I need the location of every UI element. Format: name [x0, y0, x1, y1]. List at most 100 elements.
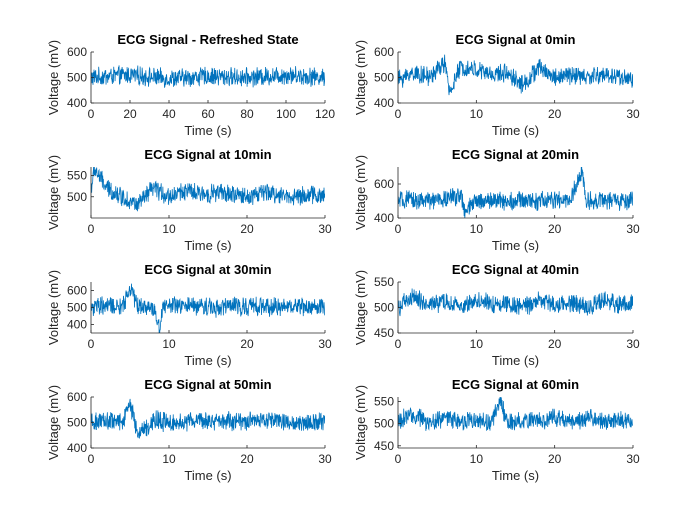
- x-tick-label: 120: [315, 107, 335, 121]
- y-axis-label: Voltage (mV): [353, 385, 368, 460]
- x-tick-label: 10: [470, 337, 484, 351]
- y-axis-label: Voltage (mV): [46, 155, 61, 230]
- y-tick-label: 500: [374, 301, 394, 315]
- y-axis-label: Voltage (mV): [46, 40, 61, 115]
- y-tick-label: 600: [67, 390, 87, 404]
- x-tick-label: 10: [470, 452, 484, 466]
- y-tick-label: 500: [67, 416, 87, 430]
- x-tick-label: 20: [548, 337, 562, 351]
- y-tick-label: 600: [67, 45, 87, 59]
- y-tick-label: 400: [67, 318, 87, 332]
- y-tick-label: 500: [374, 417, 394, 431]
- x-axis-label: Time (s): [492, 123, 539, 138]
- x-axis-label: Time (s): [492, 353, 539, 368]
- subplot-2: 0 10 20 30 400 500 600 ECG Signal at 0min Time (…: [353, 32, 640, 138]
- y-tick-label: 600: [374, 45, 394, 59]
- x-tick-label: 20: [123, 107, 137, 121]
- x-tick-label: 10: [470, 107, 484, 121]
- x-tick-label: 40: [162, 107, 176, 121]
- chart-title: ECG Signal - Refreshed State: [117, 32, 298, 47]
- x-tick-label: 20: [548, 107, 562, 121]
- y-tick-label: 600: [67, 284, 87, 298]
- x-tick-label: 30: [626, 107, 640, 121]
- x-tick-label: 60: [201, 107, 215, 121]
- x-tick-label: 30: [318, 452, 332, 466]
- y-tick-label: 450: [374, 439, 394, 453]
- ecg-trace: [91, 398, 325, 439]
- y-axis-label: Voltage (mV): [353, 155, 368, 230]
- y-tick-label: 550: [374, 394, 394, 408]
- chart-title: ECG Signal at 0min: [456, 32, 576, 47]
- x-tick-label: 10: [162, 452, 176, 466]
- x-axis-label: Time (s): [184, 238, 231, 253]
- x-axis-label: Time (s): [492, 468, 539, 483]
- x-axis-label: Time (s): [492, 238, 539, 253]
- x-tick-label: 10: [162, 222, 176, 236]
- chart-title: ECG Signal at 20min: [452, 147, 579, 162]
- x-tick-label: 30: [626, 337, 640, 351]
- x-axis-label: Time (s): [184, 468, 231, 483]
- x-tick-label: 20: [240, 452, 254, 466]
- y-tick-label: 450: [374, 326, 394, 340]
- x-tick-label: 30: [318, 222, 332, 236]
- x-tick-label: 0: [88, 107, 95, 121]
- chart-title: ECG Signal at 40min: [452, 262, 579, 277]
- ecg-trace: [398, 397, 633, 431]
- y-tick-label: 550: [67, 169, 87, 183]
- y-tick-label: 500: [374, 71, 394, 85]
- x-tick-label: 10: [470, 222, 484, 236]
- chart-title: ECG Signal at 30min: [144, 262, 271, 277]
- x-tick-label: 30: [626, 452, 640, 466]
- chart-title: ECG Signal at 10min: [144, 147, 271, 162]
- y-axis-label: Voltage (mV): [46, 385, 61, 460]
- x-tick-label: 0: [88, 222, 95, 236]
- subplot-7: 0 10 20 30 400 500 600 ECG Signal at 50min Time …: [46, 377, 332, 483]
- x-tick-label: 20: [240, 337, 254, 351]
- x-tick-label: 0: [88, 452, 95, 466]
- x-tick-label: 0: [88, 337, 95, 351]
- ecg-trace: [91, 167, 325, 212]
- x-tick-label: 30: [626, 222, 640, 236]
- x-axis-label: Time (s): [184, 353, 231, 368]
- y-axis-label: Voltage (mV): [353, 270, 368, 345]
- x-tick-label: 20: [548, 452, 562, 466]
- y-axis-label: Voltage (mV): [46, 270, 61, 345]
- y-tick-label: 400: [374, 211, 394, 225]
- x-tick-label: 0: [395, 222, 402, 236]
- subplot-4: 0 10 20 30 400 600 ECG Signal at 20min Time (s)…: [353, 147, 640, 253]
- y-tick-label: 550: [374, 275, 394, 289]
- y-tick-label: 400: [67, 441, 87, 455]
- ecg-trace: [398, 167, 633, 218]
- subplot-8: 0 10 20 30 450 500 550 ECG Signal at 60min Time …: [353, 377, 640, 483]
- x-tick-label: 20: [240, 222, 254, 236]
- x-tick-label: 100: [276, 107, 296, 121]
- ecg-trace: [398, 54, 633, 96]
- ecg-trace: [91, 65, 325, 88]
- chart-title: ECG Signal at 60min: [452, 377, 579, 392]
- x-axis-label: Time (s): [184, 123, 231, 138]
- subplot-6: 0 10 20 30 450 500 550 ECG Signal at 40min Time …: [353, 262, 640, 368]
- y-tick-label: 500: [67, 71, 87, 85]
- x-tick-label: 0: [395, 337, 402, 351]
- chart-title: ECG Signal at 50min: [144, 377, 271, 392]
- x-tick-label: 30: [318, 337, 332, 351]
- x-tick-label: 20: [548, 222, 562, 236]
- ecg-trace: [91, 283, 325, 333]
- subplot-1: 0 20 40 60 80 100 120 400 500 600 ECG Signal - Ref…: [46, 32, 335, 138]
- y-axis-label: Voltage (mV): [353, 40, 368, 115]
- y-tick-label: 400: [67, 96, 87, 110]
- subplot-5: 0 10 20 30 400 500 600 ECG Signal at 30min Time …: [46, 262, 332, 368]
- x-tick-label: 0: [395, 107, 402, 121]
- ecg-trace: [398, 288, 633, 317]
- y-tick-label: 500: [67, 190, 87, 204]
- y-tick-label: 600: [374, 177, 394, 191]
- x-tick-label: 0: [395, 452, 402, 466]
- x-tick-label: 80: [240, 107, 254, 121]
- y-tick-label: 500: [67, 301, 87, 315]
- y-tick-label: 400: [374, 96, 394, 110]
- x-tick-label: 10: [162, 337, 176, 351]
- subplot-3: 0 10 20 30 500 550 ECG Signal at 10min Time (s)…: [46, 147, 332, 253]
